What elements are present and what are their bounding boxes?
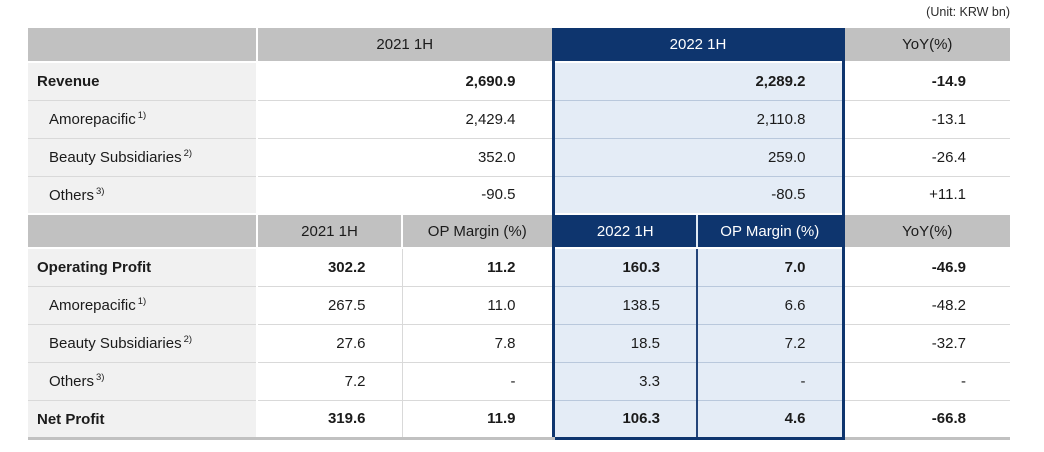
beauty-subsidiaries-op-2022-margin: 7.2 [696, 324, 845, 363]
header-yoy: YoY(%) [843, 213, 1010, 249]
net-profit-2021-margin: 11.9 [401, 400, 553, 440]
row-beauty-subsidiaries-profit: Beauty Subsidiaries 2) 27.6 7.8 18.5 7.2 … [28, 324, 1010, 363]
beauty-subsidiaries-2022-value: 259.0 [551, 138, 845, 177]
amorepacific-yoy-value: -13.1 [843, 100, 1010, 139]
others-label-cell: Others 3) [28, 176, 257, 215]
row-label: Amorepacific [49, 297, 136, 314]
amorepacific-label-cell: Amorepacific 1) [28, 286, 257, 325]
operating-profit-2021-margin: 11.2 [401, 248, 553, 287]
footnote-marker: 3) [96, 372, 105, 383]
net-profit-2022-value: 106.3 [551, 400, 697, 440]
others-yoy-value: +11.1 [843, 176, 1010, 215]
operating-profit-2022-margin: 7.0 [696, 248, 845, 287]
others-op-2022-margin: - [696, 362, 845, 401]
header-2021-1h: 2021 1H [256, 28, 553, 63]
beauty-subsidiaries-2021-value: 352.0 [256, 138, 553, 177]
header-op-margin-2022: OP Margin (%) [696, 213, 845, 249]
others-label-cell: Others 3) [28, 362, 257, 401]
beauty-subsidiaries-op-2021-margin: 7.8 [401, 324, 553, 363]
financial-table: 2021 1H 2022 1H YoY(%) Revenue 2,690.9 2… [28, 28, 1010, 440]
header-yoy: YoY(%) [843, 28, 1010, 63]
row-label: Amorepacific [49, 111, 136, 128]
revenue-2021-value: 2,690.9 [256, 62, 553, 101]
beauty-subsidiaries-label-cell: Beauty Subsidiaries 2) [28, 324, 257, 363]
net-profit-yoy-value: -66.8 [843, 400, 1010, 440]
row-label: Beauty Subsidiaries [49, 335, 182, 352]
header-blank-cell [28, 28, 257, 63]
amorepacific-label-cell: Amorepacific 1) [28, 100, 257, 139]
row-label: Others [49, 373, 95, 390]
net-profit-2022-margin: 4.6 [696, 400, 845, 440]
header-op-margin-2021: OP Margin (%) [401, 213, 553, 249]
header-2022-1h-highlight: 2022 1H [551, 28, 845, 63]
net-profit-label-cell: Net Profit [28, 400, 257, 440]
beauty-subsidiaries-op-2021-value: 27.6 [256, 324, 402, 363]
footnote-marker: 2) [183, 148, 193, 159]
table-header-row-revenue: 2021 1H 2022 1H YoY(%) [28, 28, 1010, 63]
table-header-row-profit: 2021 1H OP Margin (%) 2022 1H OP Margin … [28, 213, 1010, 249]
amorepacific-op-2022-value: 138.5 [551, 286, 697, 325]
row-amorepacific-profit: Amorepacific 1) 267.5 11.0 138.5 6.6 -48.… [28, 286, 1010, 325]
row-others-profit: Others 3) 7.2 - 3.3 - - [28, 362, 1010, 401]
header-blank-cell [28, 213, 257, 249]
row-amorepacific-revenue: Amorepacific 1) 2,429.4 2,110.8 -13.1 [28, 100, 1010, 139]
header-2021-1h: 2021 1H [256, 213, 402, 249]
row-revenue: Revenue 2,690.9 2,289.2 -14.9 [28, 62, 1010, 101]
footnote-marker: 1) [137, 296, 147, 307]
row-operating-profit: Operating Profit 302.2 11.2 160.3 7.0 -4… [28, 248, 1010, 287]
net-profit-2021-value: 319.6 [256, 400, 402, 440]
amorepacific-2021-value: 2,429.4 [256, 100, 553, 139]
others-op-2021-margin: - [401, 362, 553, 401]
others-op-2022-value: 3.3 [551, 362, 697, 401]
others-2022-value: -80.5 [551, 176, 845, 215]
amorepacific-2022-value: 2,110.8 [551, 100, 845, 139]
others-op-2021-value: 7.2 [256, 362, 402, 401]
row-label: Beauty Subsidiaries [49, 149, 182, 166]
revenue-label-cell: Revenue [28, 62, 257, 101]
row-beauty-subsidiaries-revenue: Beauty Subsidiaries 2) 352.0 259.0 -26.4 [28, 138, 1010, 177]
amorepacific-op-2021-value: 267.5 [256, 286, 402, 325]
row-label: Revenue [37, 73, 100, 91]
row-net-profit: Net Profit 319.6 11.9 106.3 4.6 -66.8 [28, 400, 1010, 440]
beauty-subsidiaries-op-2022-value: 18.5 [551, 324, 697, 363]
others-2021-value: -90.5 [256, 176, 553, 215]
operating-profit-label-cell: Operating Profit [28, 248, 257, 287]
amorepacific-op-yoy-value: -48.2 [843, 286, 1010, 325]
beauty-subsidiaries-op-yoy-value: -32.7 [843, 324, 1010, 363]
revenue-yoy-value: -14.9 [843, 62, 1010, 101]
row-label: Operating Profit [37, 259, 152, 277]
footnote-marker: 1) [137, 110, 147, 121]
beauty-subsidiaries-yoy-value: -26.4 [843, 138, 1010, 177]
footnote-marker: 2) [183, 334, 193, 345]
amorepacific-op-2022-margin: 6.6 [696, 286, 845, 325]
unit-note: (Unit: KRW bn) [926, 5, 1010, 19]
row-others-revenue: Others 3) -90.5 -80.5 +11.1 [28, 176, 1010, 215]
header-2022-1h-highlight: 2022 1H [551, 213, 697, 249]
beauty-subsidiaries-label-cell: Beauty Subsidiaries 2) [28, 138, 257, 177]
row-label: Net Profit [37, 410, 105, 428]
operating-profit-yoy-value: -46.9 [843, 248, 1010, 287]
amorepacific-op-2021-margin: 11.0 [401, 286, 553, 325]
others-op-yoy-value: - [843, 362, 1010, 401]
operating-profit-2022-value: 160.3 [551, 248, 697, 287]
row-label: Others [49, 186, 95, 204]
operating-profit-2021-value: 302.2 [256, 248, 402, 287]
revenue-2022-value: 2,289.2 [551, 62, 845, 101]
footnote-marker: 3) [96, 185, 105, 197]
